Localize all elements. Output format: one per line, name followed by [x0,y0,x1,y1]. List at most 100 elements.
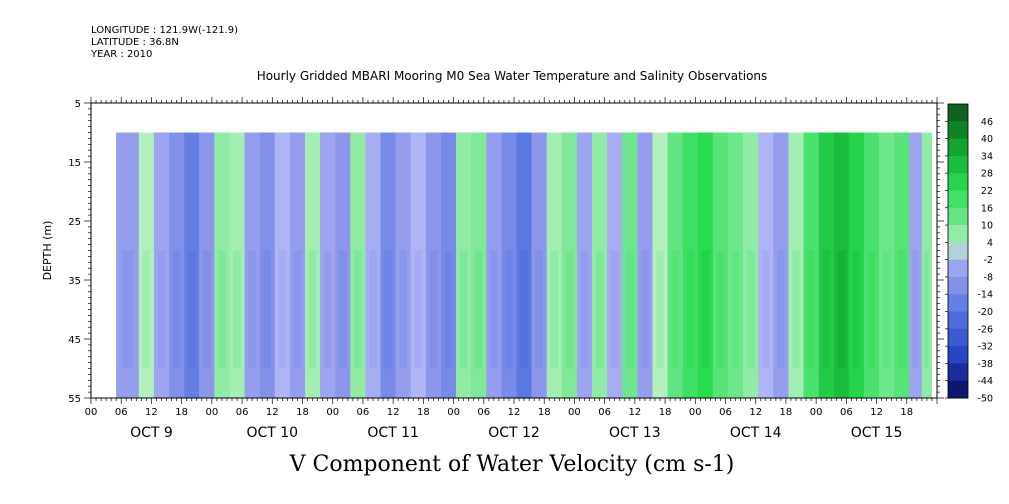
heatmap-cell [429,250,438,369]
heatmap-cell [762,250,770,369]
heatmap-cell [339,250,347,369]
y-tick-label: 35 [68,276,81,287]
x-hour-tick-label: 18 [659,407,672,418]
year-label: YEAR : 2010 [91,49,153,60]
heatmap-cell [369,250,377,369]
y-axis-label: DEPTH (m) [41,221,54,281]
colorbar-label: 28 [981,169,993,180]
x-day-label: OCT 14 [730,425,782,441]
x-hour-tick-label: 18 [296,407,309,418]
colorbar-label: -50 [977,394,993,405]
heatmap-cell [399,250,407,369]
colorbar-label: 22 [981,186,993,197]
x-hour-tick-label: 06 [357,407,370,418]
x-hour-tick-label: 12 [870,407,883,418]
heatmap-cell [656,250,664,369]
heatmap-cell [323,250,332,369]
heatmap-cell [822,250,830,369]
colorbar-label: 4 [987,238,993,249]
colorbar-label: 16 [981,203,993,214]
colorbar-label: -26 [977,324,993,335]
latitude-label: LATITUDE : 36.8N [91,37,179,48]
x-hour-tick-label: 00 [85,407,98,418]
heatmap-cell [777,250,785,369]
y-tick-label: 55 [68,394,81,405]
x-hour-tick-label: 12 [387,407,400,418]
heatmap-cell [595,250,604,369]
y-tick-label: 5 [75,99,81,110]
heatmap-cell [701,250,710,369]
colorbar-swatch [948,173,968,191]
x-hour-tick-label: 00 [205,407,218,418]
heatmap-cell [535,250,543,369]
x-day-label: OCT 15 [851,425,903,441]
x-hour-tick-label: 12 [145,407,158,418]
heatmap-cell [565,250,574,369]
heatmap-cell [716,250,725,369]
colorbar-label: -44 [977,376,993,387]
heatmap-cell [203,250,211,369]
heatmap-cell [610,250,619,369]
colorbar-swatch [948,121,968,140]
x-hour-tick-label: 00 [447,407,460,418]
colorbar-label: -8 [984,272,993,283]
heatmap-cell [807,250,815,369]
heatmap-cell [505,250,513,369]
heatmap-cell [474,250,483,369]
heatmap-cell [218,250,226,369]
heatmap-cell [444,250,453,369]
colorbar-swatch [948,242,968,261]
colorbar-label: -14 [977,290,993,301]
x-hour-tick-label: 06 [477,407,490,418]
colorbar-label: 34 [981,151,993,162]
y-tick-label: 15 [68,158,81,169]
heatmap-cell [686,250,695,369]
colorbar-swatch [948,311,968,330]
heatmap-cell [308,250,317,369]
heatmap-cell [384,250,392,369]
colorbar: 46 40 34 28 22 16 10 4 -2 -8 -14 -20 -26 -32 -38 -44 -50 [945,103,993,405]
colorbar-swatch [948,328,968,347]
heatmap-cell [233,250,241,369]
colorbar-swatch [948,380,968,399]
x-day-label: OCT 11 [367,425,419,441]
heatmap-cell [792,250,800,369]
y-tick-label: 45 [68,335,81,346]
heatmap-cell [641,250,649,369]
colorbar-label: 46 [981,117,993,128]
heatmap-cell [278,250,287,369]
heatmap-cell [490,250,498,369]
x-hour-tick-label: 00 [689,407,702,418]
heatmap-cell [520,250,528,369]
colorbar-swatch [948,294,968,313]
x-hour-tick-label: 06 [598,407,611,418]
heatmap-cell [142,250,151,369]
x-hour-tick-label: 00 [810,407,823,418]
plot-area [116,132,932,398]
heatmap-cell [459,250,468,369]
colorbar-label: 10 [981,221,993,232]
heatmap-cell [580,250,589,369]
colorbar-label: 40 [981,134,993,145]
x-hour-tick-label: 12 [628,407,641,418]
colorbar-swatch [948,363,968,382]
colorbar-swatch [948,346,968,364]
heatmap-cell [414,250,423,369]
x-hour-tick-label: 18 [175,407,188,418]
x-hour-tick-label: 18 [538,407,551,418]
colorbar-swatch [948,138,968,157]
heatmap-cell [157,250,166,369]
x-hour-tick-label: 06 [236,407,249,418]
colorbar-label: -38 [977,359,993,370]
heatmap-cell [354,250,362,369]
heatmap-cell [731,250,740,369]
heatmap-cell [172,250,181,369]
x-day-label: OCT 10 [246,425,298,441]
heatmap-cell [187,250,196,369]
colorbar-swatch [948,104,968,122]
colorbar-swatch [948,259,968,278]
x-hour-tick-label: 12 [508,407,521,418]
heatmap-cell [882,250,891,369]
x-day-label: OCT 13 [609,425,661,441]
